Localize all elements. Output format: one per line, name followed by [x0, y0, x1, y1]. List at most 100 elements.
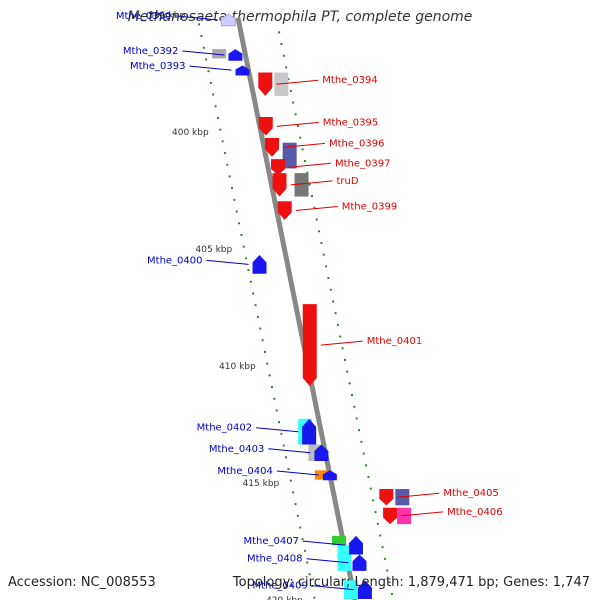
- gene-Mthe_0406-arrow[interactable]: [383, 507, 398, 525]
- gene-Mthe_0394-arrow[interactable]: [258, 72, 273, 96]
- gene-label-Mthe_0402[interactable]: Mthe_0402: [197, 423, 253, 434]
- kbp-label: 405 kbp: [196, 245, 233, 255]
- tick-mark: [263, 350, 266, 353]
- kbp-label: 415 kbp: [243, 479, 280, 489]
- tick-mark: [226, 163, 229, 166]
- tick-mark: [374, 511, 377, 514]
- gene-label-Mthe_0405[interactable]: Mthe_0405: [443, 488, 499, 499]
- tick-mark: [287, 78, 290, 81]
- gene-label-leader: [282, 142, 326, 148]
- gene-label-Mthe_0401[interactable]: Mthe_0401: [367, 336, 423, 347]
- gene-label-Mthe_0403[interactable]: Mthe_0403: [209, 444, 265, 455]
- tick-mark: [219, 128, 222, 131]
- tick-mark: [348, 382, 351, 385]
- gene-Mthe_0405-arrow[interactable]: [379, 489, 394, 506]
- gene-Mthe_0392-arrow[interactable]: [228, 49, 243, 61]
- tick-mark: [376, 522, 379, 525]
- gene-label-Mthe_0400[interactable]: Mthe_0400: [147, 255, 203, 266]
- tick-mark: [209, 81, 212, 84]
- f-cyan-0407-block: [337, 545, 352, 571]
- gene-label-Mthe_0395[interactable]: Mthe_0395: [323, 117, 379, 128]
- gene-Mthe_0393-arrow[interactable]: [235, 65, 250, 76]
- tick-mark: [341, 347, 344, 350]
- gene-label-Mthe_0407[interactable]: Mthe_0407: [243, 536, 299, 547]
- tick-mark: [332, 300, 335, 303]
- tick-mark: [207, 70, 210, 73]
- gene-Mthe_0390-arrow[interactable]: [220, 13, 236, 27]
- tick-mark: [245, 257, 248, 260]
- gene-label-truD[interactable]: truD: [337, 176, 359, 187]
- gene-label-leader: [175, 15, 218, 21]
- tick-mark: [315, 218, 318, 221]
- gene-label-Mthe_0406[interactable]: Mthe_0406: [447, 507, 503, 518]
- gene-Mthe_0400-arrow[interactable]: [252, 255, 267, 274]
- f-grey-truD-block: [294, 173, 309, 197]
- genome-title: Methanosaeta thermophila PT, complete ge…: [127, 9, 473, 25]
- gene-label-Mthe_0409[interactable]: Mthe_0409: [252, 581, 308, 592]
- tick-mark: [238, 222, 241, 225]
- gene-Mthe_0409-arrow[interactable]: [357, 580, 372, 599]
- tick-mark: [299, 526, 302, 529]
- gene-Mthe_0401-arrow[interactable]: [302, 304, 317, 387]
- gene-label-leader: [295, 206, 338, 212]
- gene-label-leader: [401, 511, 444, 517]
- tick-mark: [325, 265, 328, 268]
- tick-mark: [235, 210, 238, 213]
- gene-Mthe_0403-arrow[interactable]: [314, 444, 329, 461]
- tick-mark: [282, 444, 285, 447]
- gene-Mthe_0397-arrow[interactable]: [271, 159, 286, 176]
- gene-label-Mthe_0404[interactable]: Mthe_0404: [217, 466, 273, 477]
- gene-label-leader: [206, 259, 249, 265]
- tick-mark: [313, 206, 316, 209]
- gene-Mthe_0395-arrow[interactable]: [258, 116, 273, 136]
- tick-mark: [223, 152, 226, 155]
- gene-label-Mthe_0396[interactable]: Mthe_0396: [329, 138, 385, 149]
- gene-Mthe_0404-arrow[interactable]: [322, 470, 337, 481]
- kbp-label: 410 kbp: [219, 362, 256, 372]
- tick-mark: [294, 503, 297, 506]
- genome-backbone: [235, 17, 358, 600]
- tick-mark: [355, 417, 358, 420]
- tick-mark: [322, 253, 325, 256]
- gene-label-Mthe_0392[interactable]: Mthe_0392: [123, 46, 179, 57]
- tick-mark: [198, 23, 201, 26]
- tick-mark: [200, 35, 203, 38]
- gene-Mthe_0399-arrow[interactable]: [277, 201, 292, 220]
- gene-label-Mthe_0390[interactable]: Mthe_0390: [116, 11, 172, 22]
- tick-mark: [231, 187, 234, 190]
- tick-mark: [233, 198, 236, 201]
- gene-label-Mthe_0399[interactable]: Mthe_0399: [342, 202, 398, 213]
- tick-mark: [381, 546, 384, 549]
- tick-mark: [386, 569, 389, 572]
- gene-Mthe_0402-arrow[interactable]: [302, 418, 317, 445]
- gene-label-leader: [290, 180, 333, 186]
- tick-mark: [280, 43, 283, 46]
- tick-mark: [275, 409, 278, 412]
- topology-text: Topology: circular; Length: 1,879,471 bp…: [232, 575, 590, 590]
- tick-mark: [228, 175, 231, 178]
- gene-Mthe_0408-arrow[interactable]: [352, 554, 367, 571]
- kbp-label: 420 kbp: [266, 596, 303, 600]
- tick-mark: [306, 171, 309, 174]
- tick-mark: [285, 456, 288, 459]
- tick-mark: [240, 233, 243, 236]
- tick-mark: [280, 432, 283, 435]
- gene-label-leader: [182, 50, 225, 56]
- tick-mark: [247, 269, 250, 272]
- gene-label-Mthe_0393[interactable]: Mthe_0393: [130, 61, 186, 72]
- tick-mark: [308, 573, 311, 576]
- f-purple-0396-block: [282, 142, 297, 169]
- tick-mark: [369, 487, 372, 490]
- tick-mark: [242, 245, 245, 248]
- gene-label-Mthe_0397[interactable]: Mthe_0397: [335, 158, 391, 169]
- gene-label-Mthe_0408[interactable]: Mthe_0408: [247, 554, 303, 565]
- tick-mark: [285, 66, 288, 69]
- gene-truD-arrow[interactable]: [272, 173, 287, 197]
- gene-label-Mthe_0394[interactable]: Mthe_0394: [322, 75, 378, 86]
- kbp-label: 400 kbp: [172, 128, 209, 138]
- tick-mark: [296, 124, 299, 127]
- gene-Mthe_0407-arrow[interactable]: [348, 535, 363, 555]
- gene-Mthe_0396-arrow[interactable]: [265, 138, 280, 157]
- tick-mark: [313, 596, 316, 599]
